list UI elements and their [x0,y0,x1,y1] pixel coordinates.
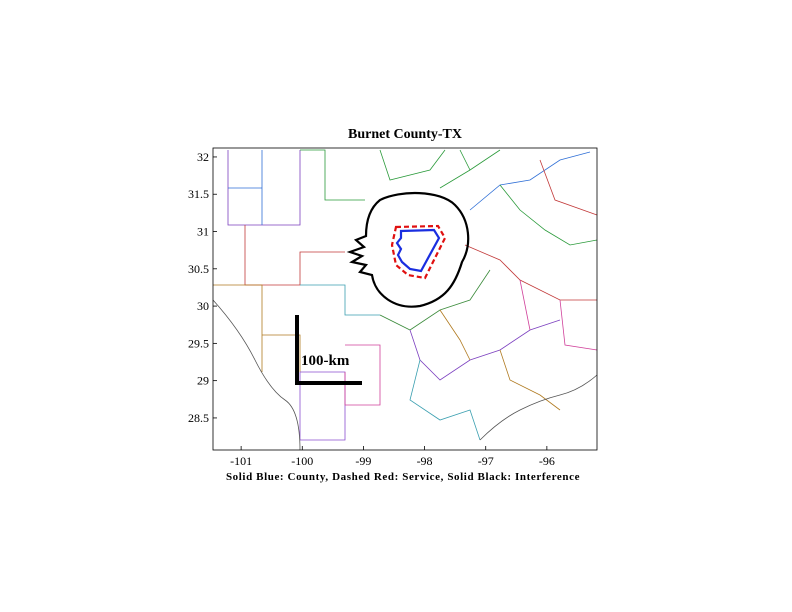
county-lines [212,149,598,451]
y-tick-label: 30 [197,299,209,313]
y-tick-label: 31 [197,225,209,239]
y-tick-label: 28.5 [188,411,209,425]
y-tick-label: 31.5 [188,187,209,201]
x-tick-label: -96 [539,454,555,468]
scale-bar [295,315,362,385]
x-tick-label: -101 [230,454,252,468]
x-tick-label: -98 [417,454,433,468]
map-frame [212,147,598,451]
x-tick-label: -97 [478,454,494,468]
county-outline [395,228,441,273]
y-tick-label: 29.5 [188,336,209,350]
interference-contour [346,192,470,308]
x-tick-label: -100 [291,454,313,468]
y-tick-label: 29 [197,374,209,388]
x-tick-label: -99 [355,454,371,468]
service-contour [390,224,447,280]
y-tick-label: 32 [197,150,209,164]
scale-label: 100-km [301,353,350,369]
y-tick-label: 30.5 [188,262,209,276]
map-caption: Solid Blue: County, Dashed Red: Service,… [226,471,580,483]
map-title: Burnet County-TX [348,127,462,142]
